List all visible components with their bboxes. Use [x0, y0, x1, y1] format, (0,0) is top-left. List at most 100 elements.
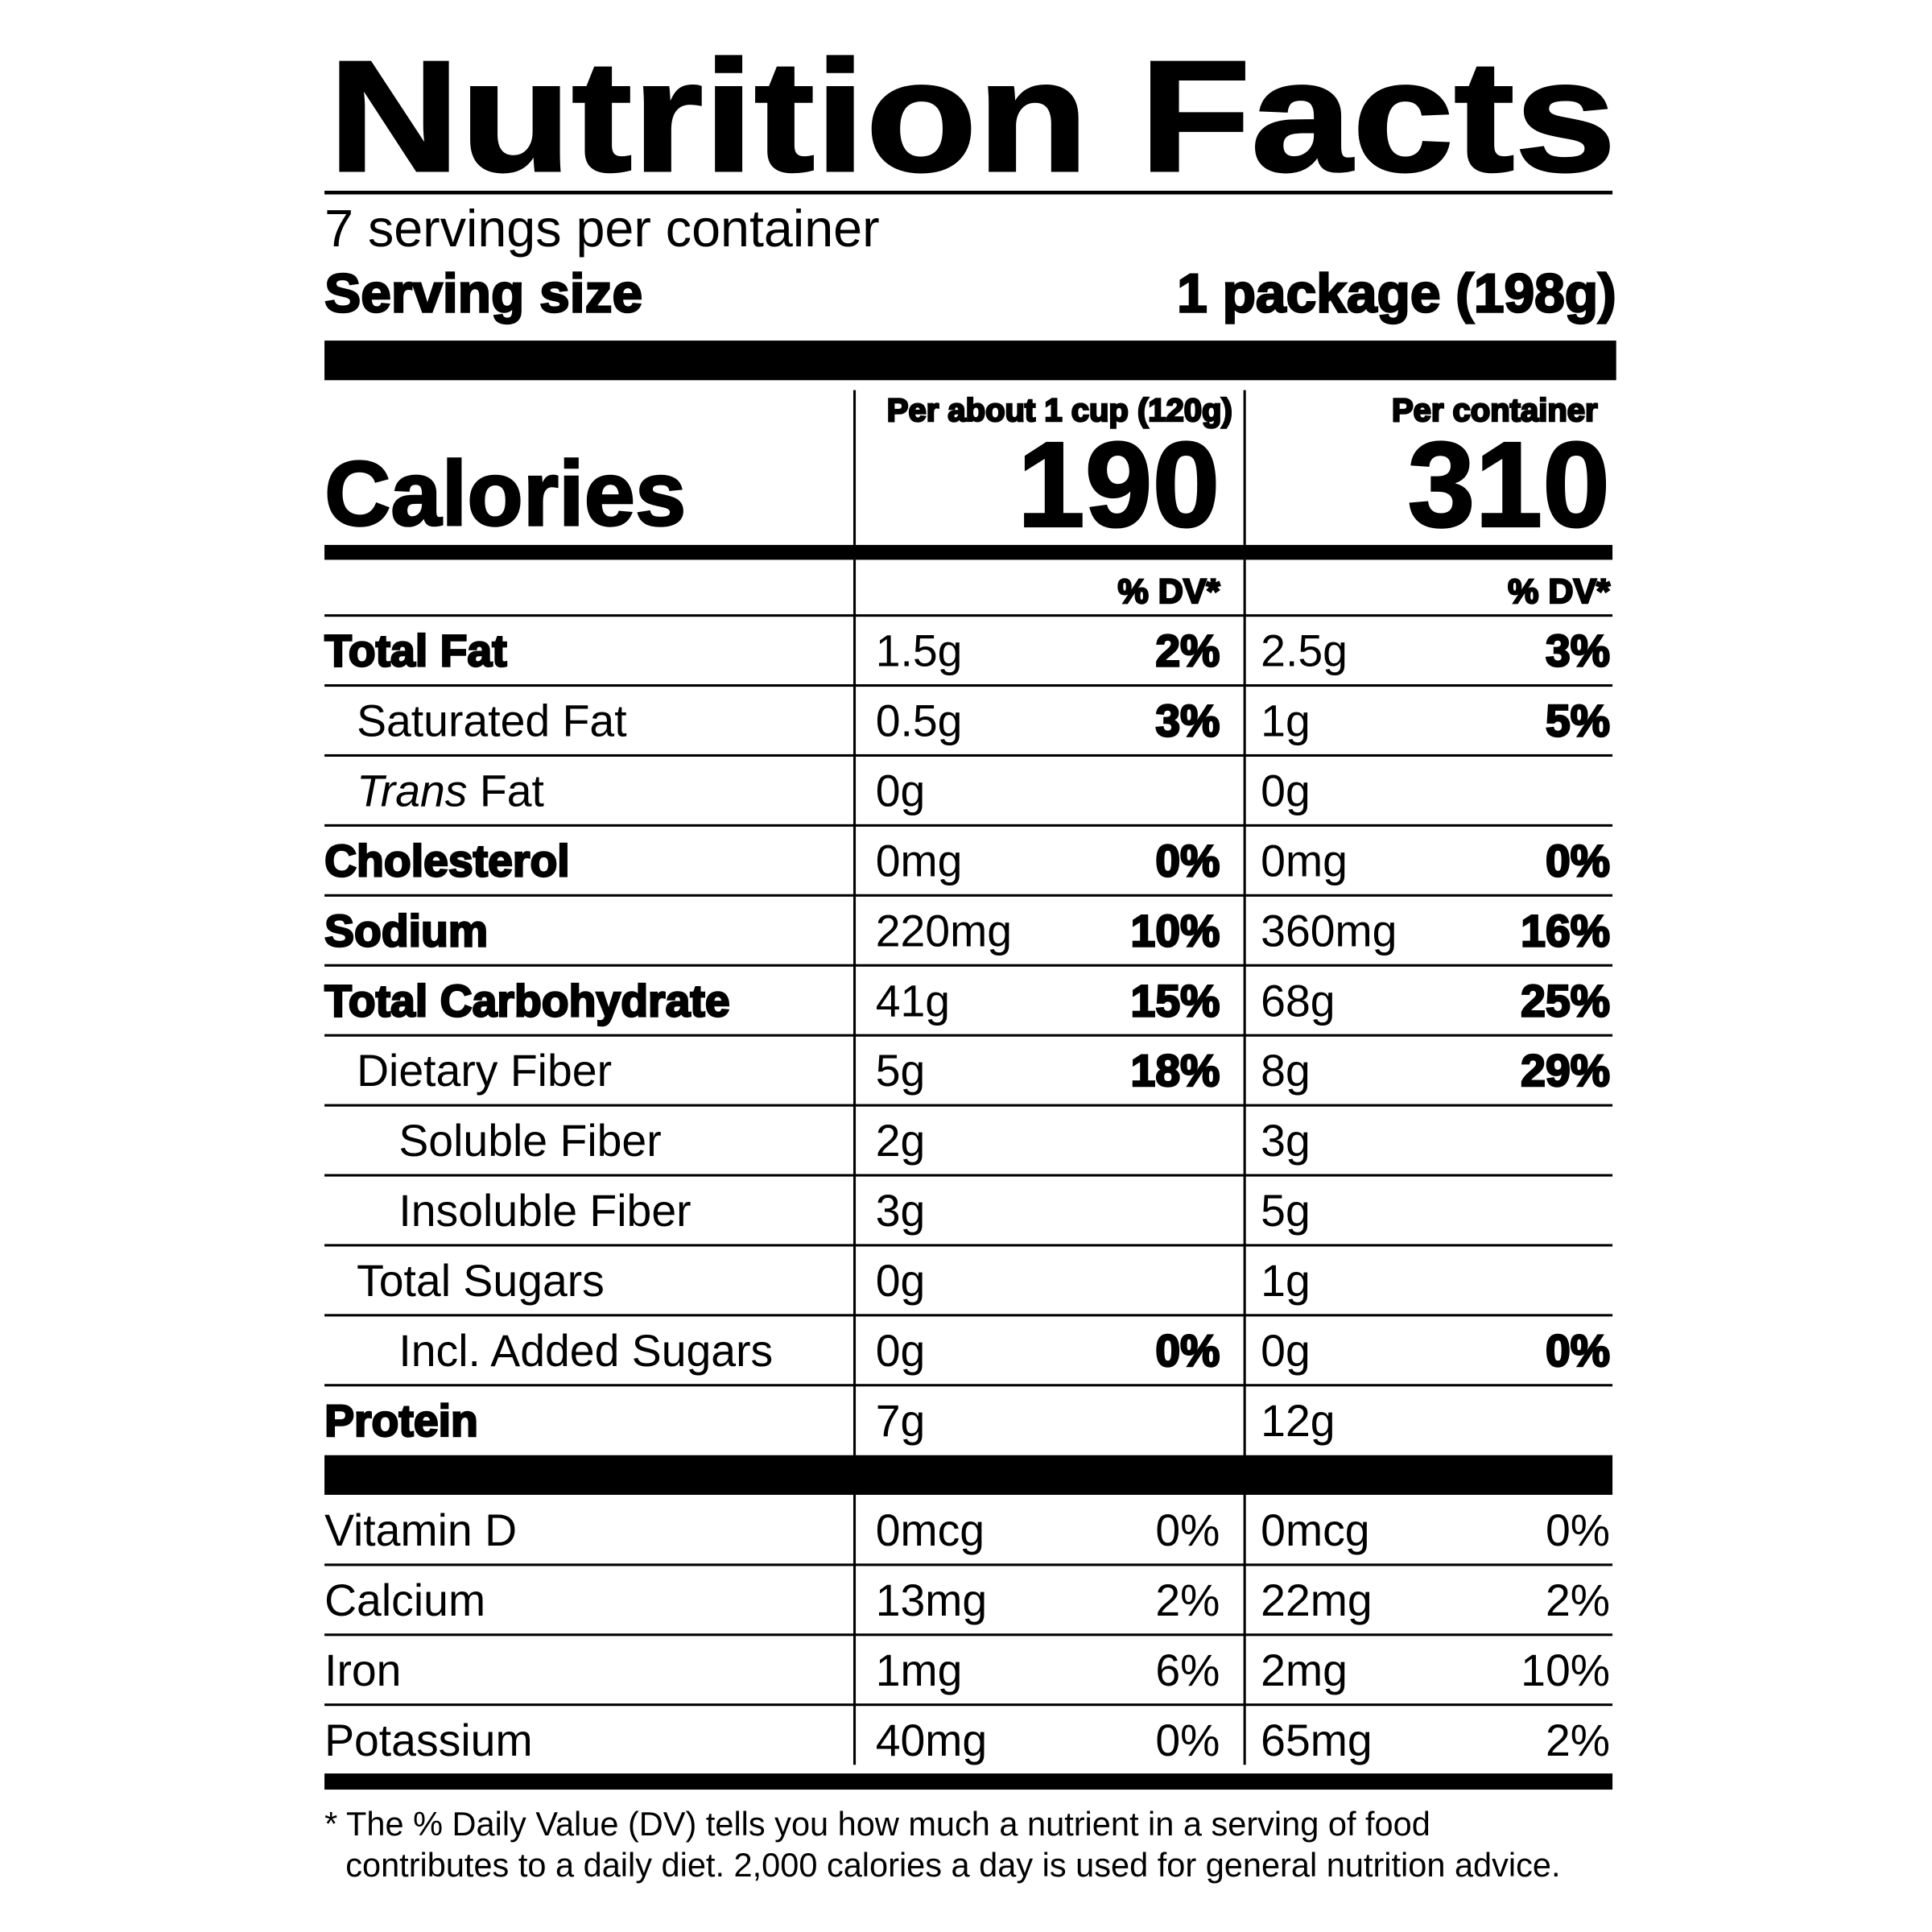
nutrient-name-rest: Fat: [480, 766, 544, 816]
daily-value: 0%: [1155, 1326, 1220, 1376]
row-rule: [324, 824, 1613, 827]
row-rule: [324, 1244, 1613, 1247]
daily-value: 5%: [1546, 696, 1610, 746]
amount: 12g: [1261, 1396, 1335, 1446]
serving-size-value: 1 package (198g): [1177, 264, 1616, 324]
column-header: Per container: [1392, 393, 1598, 428]
daily-value: 25%: [1521, 976, 1610, 1026]
daily-value: 29%: [1521, 1046, 1610, 1096]
amount: 0g: [876, 1326, 926, 1376]
nutrient-name: Cholesterol: [324, 836, 570, 886]
column-divider: [1243, 559, 1246, 1765]
column-divider: [853, 559, 857, 1765]
calories-label: Calories: [324, 443, 686, 545]
amount: 1g: [1261, 696, 1311, 746]
amount: 0g: [876, 1256, 926, 1306]
daily-value: 15%: [1131, 976, 1220, 1026]
row-rule: [324, 894, 1613, 897]
nutrient-name: Iron: [324, 1645, 401, 1695]
daily-value: 6%: [1155, 1645, 1220, 1695]
daily-value: 0%: [1546, 1326, 1610, 1376]
nutrient-name: Dietary Fiber: [357, 1046, 612, 1096]
thick-bar: [324, 544, 1613, 560]
row-rule: [324, 1563, 1613, 1567]
daily-value: 2%: [1155, 1575, 1220, 1625]
daily-value: 16%: [1521, 906, 1610, 956]
rule: [324, 190, 1613, 195]
nutrient-name: Calcium: [324, 1575, 485, 1625]
amount: 7g: [876, 1396, 926, 1446]
daily-value: 10%: [1521, 1645, 1610, 1695]
nutrient-name: Insoluble Fiber: [398, 1186, 691, 1236]
daily-value: 3%: [1155, 696, 1220, 746]
row-rule: [324, 1633, 1613, 1637]
amount: 68g: [1261, 976, 1335, 1026]
nutrient-name: Total Sugars: [357, 1256, 605, 1306]
nutrient-name: Vitamin D: [324, 1505, 517, 1555]
daily-value: 2%: [1546, 1575, 1610, 1625]
daily-value: 2%: [1155, 626, 1220, 676]
amount: 360mg: [1261, 906, 1397, 956]
nutrient-name: Incl. Added Sugars: [398, 1326, 773, 1376]
row-rule: [324, 1174, 1613, 1177]
nutrient-name-italic: Trans: [357, 766, 467, 816]
amount: 0.5g: [876, 696, 963, 746]
amount: 8g: [1261, 1046, 1311, 1096]
thick-bar: [324, 1773, 1613, 1790]
nutrient-name: Trans Fat: [357, 766, 544, 816]
dv-header: % DV*: [1118, 572, 1220, 611]
amount: 0mg: [1261, 836, 1348, 886]
amount: 1mg: [876, 1645, 963, 1695]
nutrient-name: Potassium: [324, 1715, 533, 1765]
nutrient-name: Soluble Fiber: [398, 1116, 661, 1166]
column-divider: [853, 390, 857, 545]
amount: 0mg: [876, 836, 963, 886]
amount: 2mg: [1261, 1645, 1348, 1695]
daily-value: 0%: [1546, 836, 1610, 886]
nutrient-name: Total Fat: [324, 626, 507, 676]
column-divider: [1243, 390, 1246, 545]
column-header: Per about 1 cup (120g): [887, 393, 1232, 428]
row-rule: [324, 753, 1613, 757]
thick-bar: [324, 341, 1616, 381]
calories-value: 190: [1018, 417, 1220, 552]
row-rule: [324, 1703, 1613, 1707]
amount: 41g: [876, 976, 950, 1026]
amount: 1.5g: [876, 626, 963, 676]
amount: 0mcg: [876, 1505, 985, 1555]
amount: 0g: [876, 766, 926, 816]
title: Nutrition Facts: [328, 27, 1616, 204]
nutrient-name: Protein: [324, 1396, 478, 1446]
row-rule: [324, 684, 1613, 687]
daily-value: 18%: [1131, 1046, 1220, 1096]
amount: 40mg: [876, 1715, 988, 1765]
serving-size-label: Serving size: [324, 264, 642, 324]
dv-header: % DV*: [1508, 572, 1610, 611]
nutrient-name: Sodium: [324, 906, 488, 956]
daily-value: 3%: [1546, 626, 1610, 676]
amount: 1g: [1261, 1256, 1311, 1306]
amount: 0mcg: [1261, 1505, 1369, 1555]
daily-value: 0%: [1155, 1505, 1220, 1555]
daily-value: 0%: [1155, 836, 1220, 886]
thick-bar: [324, 1455, 1613, 1495]
amount: 3g: [876, 1186, 926, 1236]
daily-value: 0%: [1155, 1715, 1220, 1765]
calories-value: 310: [1407, 417, 1610, 552]
row-rule: [324, 1104, 1613, 1107]
amount: 5g: [876, 1046, 926, 1096]
amount: 65mg: [1261, 1715, 1373, 1765]
daily-value: 2%: [1546, 1715, 1610, 1765]
nutrient-name: Total Carbohydrate: [324, 976, 730, 1026]
nutrient-name: Saturated Fat: [357, 696, 627, 746]
amount: 0g: [1261, 1326, 1311, 1376]
amount: 2g: [876, 1116, 926, 1166]
row-rule: [324, 1384, 1613, 1387]
row-rule: [324, 964, 1613, 967]
daily-value: 0%: [1546, 1505, 1610, 1555]
amount: 0g: [1261, 766, 1311, 816]
amount: 3g: [1261, 1116, 1311, 1166]
row-rule: [324, 614, 1613, 617]
